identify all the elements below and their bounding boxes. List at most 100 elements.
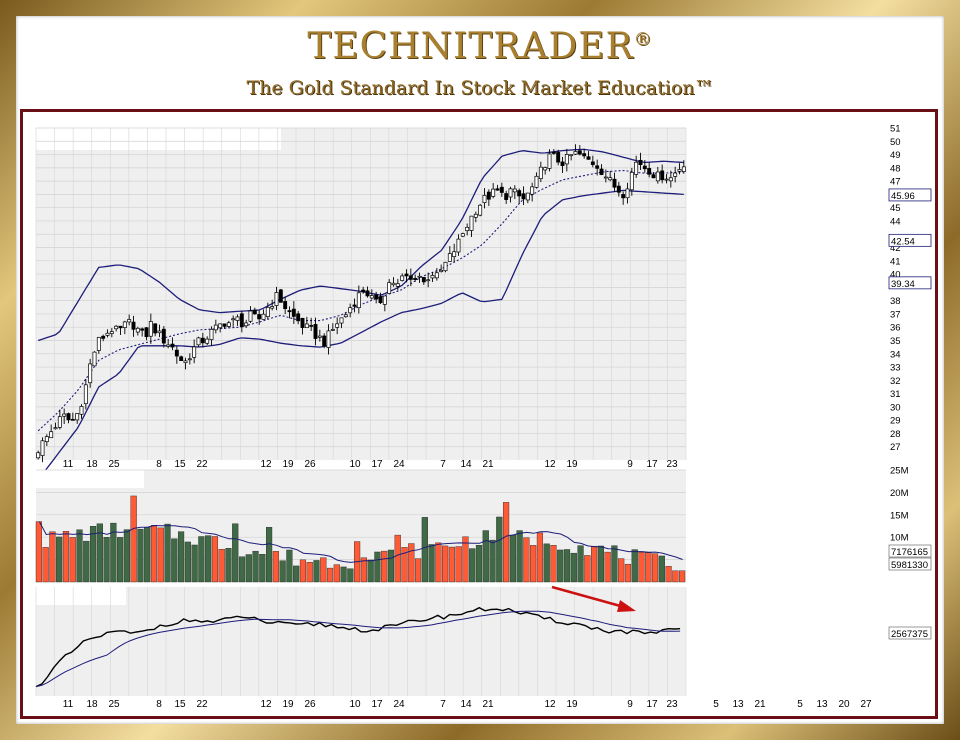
candle-body	[681, 166, 686, 172]
candle-body	[543, 167, 548, 171]
volume-bar	[238, 556, 246, 583]
candle-body	[261, 313, 266, 320]
price-axis-tick-label: 34	[890, 349, 901, 360]
date-tick-label-bottom: 13	[732, 699, 744, 710]
candle-body	[83, 384, 88, 405]
volume-bar	[374, 551, 381, 583]
indicator-value-label: 2567375	[891, 629, 928, 640]
candle-body	[135, 327, 140, 333]
volume-bar	[117, 537, 124, 583]
candle-body	[335, 323, 340, 328]
candle-body	[75, 413, 80, 421]
volume-bar	[584, 555, 591, 583]
volume-bar	[597, 545, 604, 583]
candle-body	[664, 178, 669, 181]
candle-body	[66, 413, 71, 421]
candle-body	[647, 168, 652, 175]
volume-bar	[184, 541, 191, 583]
candle-body	[131, 321, 136, 330]
candle-body	[504, 193, 509, 200]
volume-bar	[313, 560, 320, 583]
candle-body	[274, 292, 279, 306]
candle-body	[278, 289, 283, 303]
volume-bar	[232, 523, 239, 583]
volume-bar	[157, 527, 164, 583]
candle-body	[590, 161, 595, 165]
candle-body	[304, 323, 309, 329]
volume-bar	[150, 525, 158, 583]
date-tick-label-top: 17	[371, 459, 383, 470]
date-tick-label-top: 12	[544, 459, 556, 470]
volume-bar	[110, 522, 117, 583]
candle-body	[426, 279, 431, 282]
candle-body	[313, 324, 318, 339]
volume-bar	[83, 540, 90, 583]
volume-bar	[455, 546, 462, 583]
candle-body	[252, 309, 257, 315]
candle-body	[53, 427, 58, 430]
candle-body	[478, 204, 483, 216]
date-tick-label-top: 11	[63, 459, 74, 470]
candle-body	[70, 418, 75, 421]
volume-bar	[570, 552, 577, 583]
volume-bar	[130, 495, 137, 583]
candle-body	[326, 330, 331, 348]
volume-bar	[679, 570, 686, 583]
price-marker-label: 42.54	[891, 236, 915, 247]
volume-bar	[536, 532, 544, 583]
volume-axis-tick-label: 10M	[890, 533, 909, 544]
brand-tagline: The Gold Standard In Stock Market Educat…	[246, 77, 714, 99]
candle-body	[339, 317, 344, 324]
price-marker-label: 45.96	[891, 191, 915, 202]
date-tick-label-top: 25	[108, 459, 120, 470]
candle-body	[582, 153, 587, 157]
candle-body	[226, 322, 231, 327]
volume-bar	[191, 544, 198, 583]
volume-bar	[462, 536, 469, 583]
price-axis-tick-label: 37	[890, 309, 901, 320]
date-tick-label-bottom: 12	[544, 699, 556, 710]
volume-bar	[428, 544, 435, 583]
indicator-line	[35, 606, 681, 688]
candle-body	[257, 314, 262, 320]
price-marker-label: 39.34	[891, 279, 915, 290]
candle-body	[183, 360, 188, 364]
volume-bar	[618, 558, 625, 583]
candle-body	[144, 327, 149, 338]
volume-bar	[387, 549, 395, 583]
volume-bar	[144, 526, 151, 583]
candle-body	[621, 194, 626, 199]
volume-bar	[502, 502, 510, 583]
candle-body	[369, 295, 374, 299]
price-marker-box	[888, 233, 932, 247]
candle-body	[157, 330, 162, 334]
price-axis-tick-label: 40	[890, 270, 901, 281]
candle-body	[309, 325, 314, 327]
date-tick-label-top: 9	[627, 459, 633, 470]
candle-body	[365, 290, 370, 297]
volume-bar	[401, 547, 408, 583]
candle-body	[148, 321, 153, 337]
volume-bar	[577, 545, 584, 583]
date-tick-label-bottom: 17	[646, 699, 658, 710]
volume-bar	[435, 542, 442, 583]
date-tick-label-bottom: 19	[566, 699, 578, 710]
candle-body	[677, 169, 682, 172]
candle-body	[673, 172, 678, 177]
volume-bar	[211, 536, 219, 583]
price-marker-box	[888, 276, 932, 290]
date-tick-label-bottom: 13	[816, 699, 828, 710]
candle-body	[122, 321, 127, 329]
date-tick-label-bottom: 9	[627, 699, 633, 710]
candle-body	[668, 177, 673, 182]
candle-body	[49, 431, 54, 439]
volume-bar	[658, 555, 665, 583]
candle-body	[404, 273, 409, 277]
candle-body	[270, 306, 275, 309]
candle-body	[608, 177, 613, 181]
volume-bar	[408, 543, 415, 583]
candle-body	[92, 351, 97, 367]
date-tick-label-bottom: 14	[460, 699, 472, 710]
volume-bar	[516, 530, 523, 583]
candle-body	[439, 269, 444, 273]
